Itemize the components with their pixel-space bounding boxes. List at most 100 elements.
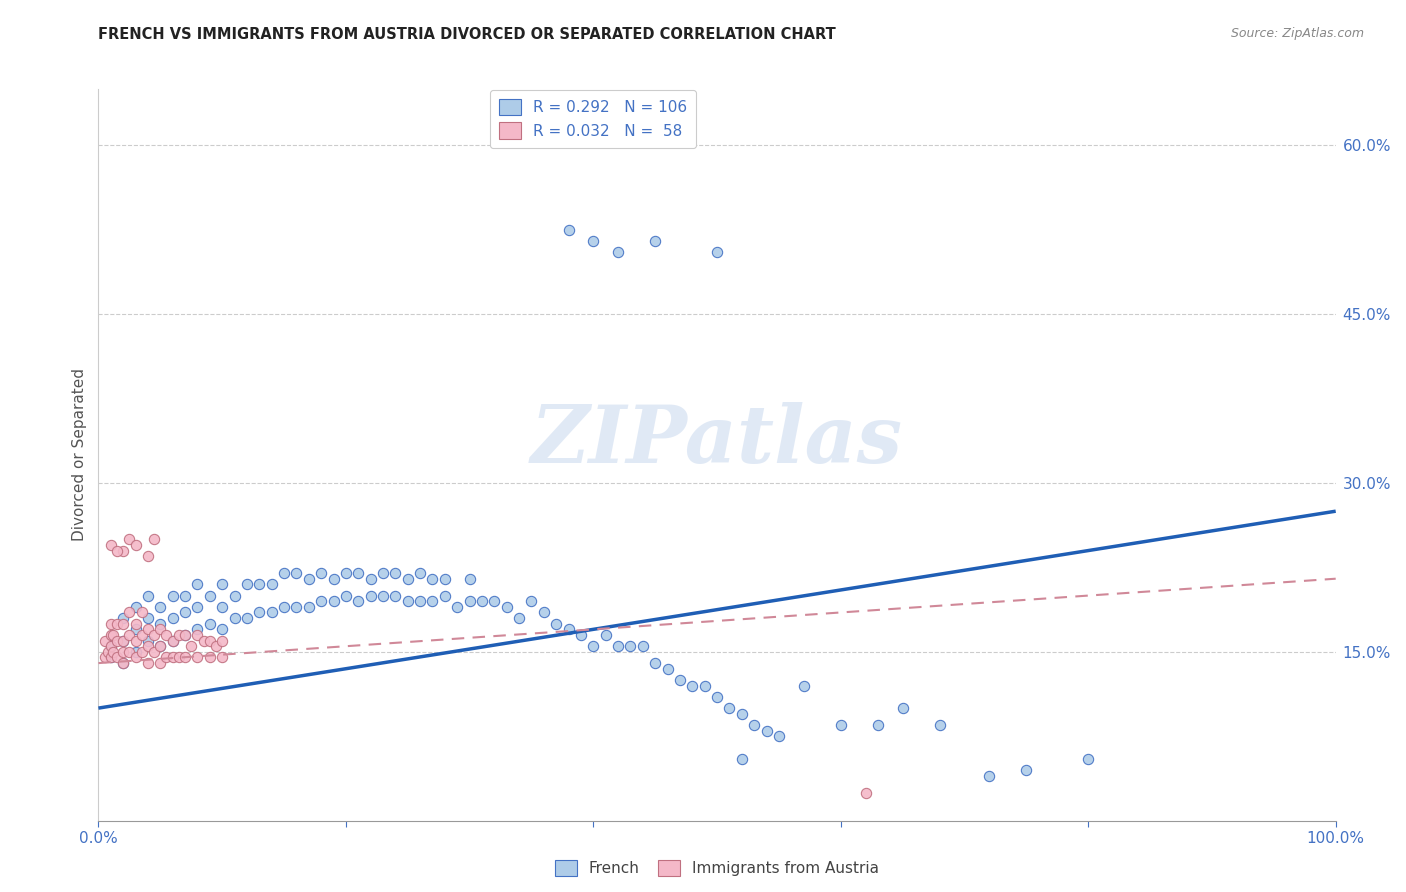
Point [193,633,215,648]
Point [360,589,382,603]
Point [112,611,135,625]
Point [595,628,617,642]
Text: FRENCH VS IMMIGRANTS FROM AUSTRIA DIVORCED OR SEPARATED CORRELATION CHART: FRENCH VS IMMIGRANTS FROM AUSTRIA DIVORC… [98,27,837,42]
Point [162,633,184,648]
Point [186,599,208,614]
Point [186,577,208,591]
Point [124,650,146,665]
Point [118,628,141,642]
Point [149,639,172,653]
Point [582,234,605,248]
Point [136,623,159,637]
Point [143,533,166,547]
Point [471,594,494,608]
Legend: French, Immigrants from Austria: French, Immigrants from Austria [550,854,884,882]
Point [93,633,115,648]
Point [118,533,141,547]
Point [298,572,321,586]
Point [458,572,481,586]
Text: Source: ZipAtlas.com: Source: ZipAtlas.com [1230,27,1364,40]
Point [180,639,202,653]
Point [731,752,754,766]
Point [131,606,153,620]
Point [103,645,125,659]
Point [149,656,172,670]
Point [198,616,221,631]
Point [100,650,122,665]
Point [136,656,159,670]
Point [124,623,146,637]
Point [167,628,190,642]
Point [855,785,877,799]
Point [112,656,135,670]
Point [409,594,432,608]
Point [446,599,468,614]
Point [582,639,605,653]
Point [285,599,308,614]
Point [100,639,122,653]
Y-axis label: Divorced or Separated: Divorced or Separated [72,368,87,541]
Point [1077,752,1099,766]
Point [433,572,456,586]
Point [619,639,641,653]
Point [205,639,228,653]
Point [706,245,728,260]
Point [112,616,135,631]
Point [198,633,221,648]
Point [546,616,568,631]
Point [793,679,815,693]
Point [309,566,332,580]
Point [657,662,679,676]
Point [644,234,666,248]
Point [124,616,146,631]
Point [118,606,141,620]
Point [681,679,703,693]
Point [149,599,172,614]
Point [112,633,135,648]
Point [112,633,135,648]
Point [112,656,135,670]
Point [186,650,208,665]
Point [162,633,184,648]
Point [211,623,233,637]
Point [97,645,120,659]
Point [371,589,394,603]
Point [174,628,197,642]
Point [162,611,184,625]
Point [155,650,177,665]
Point [162,589,184,603]
Point [273,566,295,580]
Point [569,628,592,642]
Point [260,577,283,591]
Point [322,594,344,608]
Point [866,718,889,732]
Point [422,572,444,586]
Point [211,599,233,614]
Point [143,645,166,659]
Point [118,645,141,659]
Point [384,566,406,580]
Point [979,769,1001,783]
Point [198,650,221,665]
Point [768,729,790,743]
Point [174,606,197,620]
Point [309,594,332,608]
Point [105,633,128,648]
Point [124,599,146,614]
Point [211,650,233,665]
Point [155,628,177,642]
Point [124,538,146,552]
Point [149,639,172,653]
Point [360,572,382,586]
Point [409,566,432,580]
Point [1015,763,1038,777]
Point [131,645,153,659]
Point [495,599,517,614]
Point [211,577,233,591]
Point [136,549,159,564]
Point [149,623,172,637]
Point [693,679,716,693]
Point [247,606,270,620]
Point [105,543,128,558]
Point [607,639,630,653]
